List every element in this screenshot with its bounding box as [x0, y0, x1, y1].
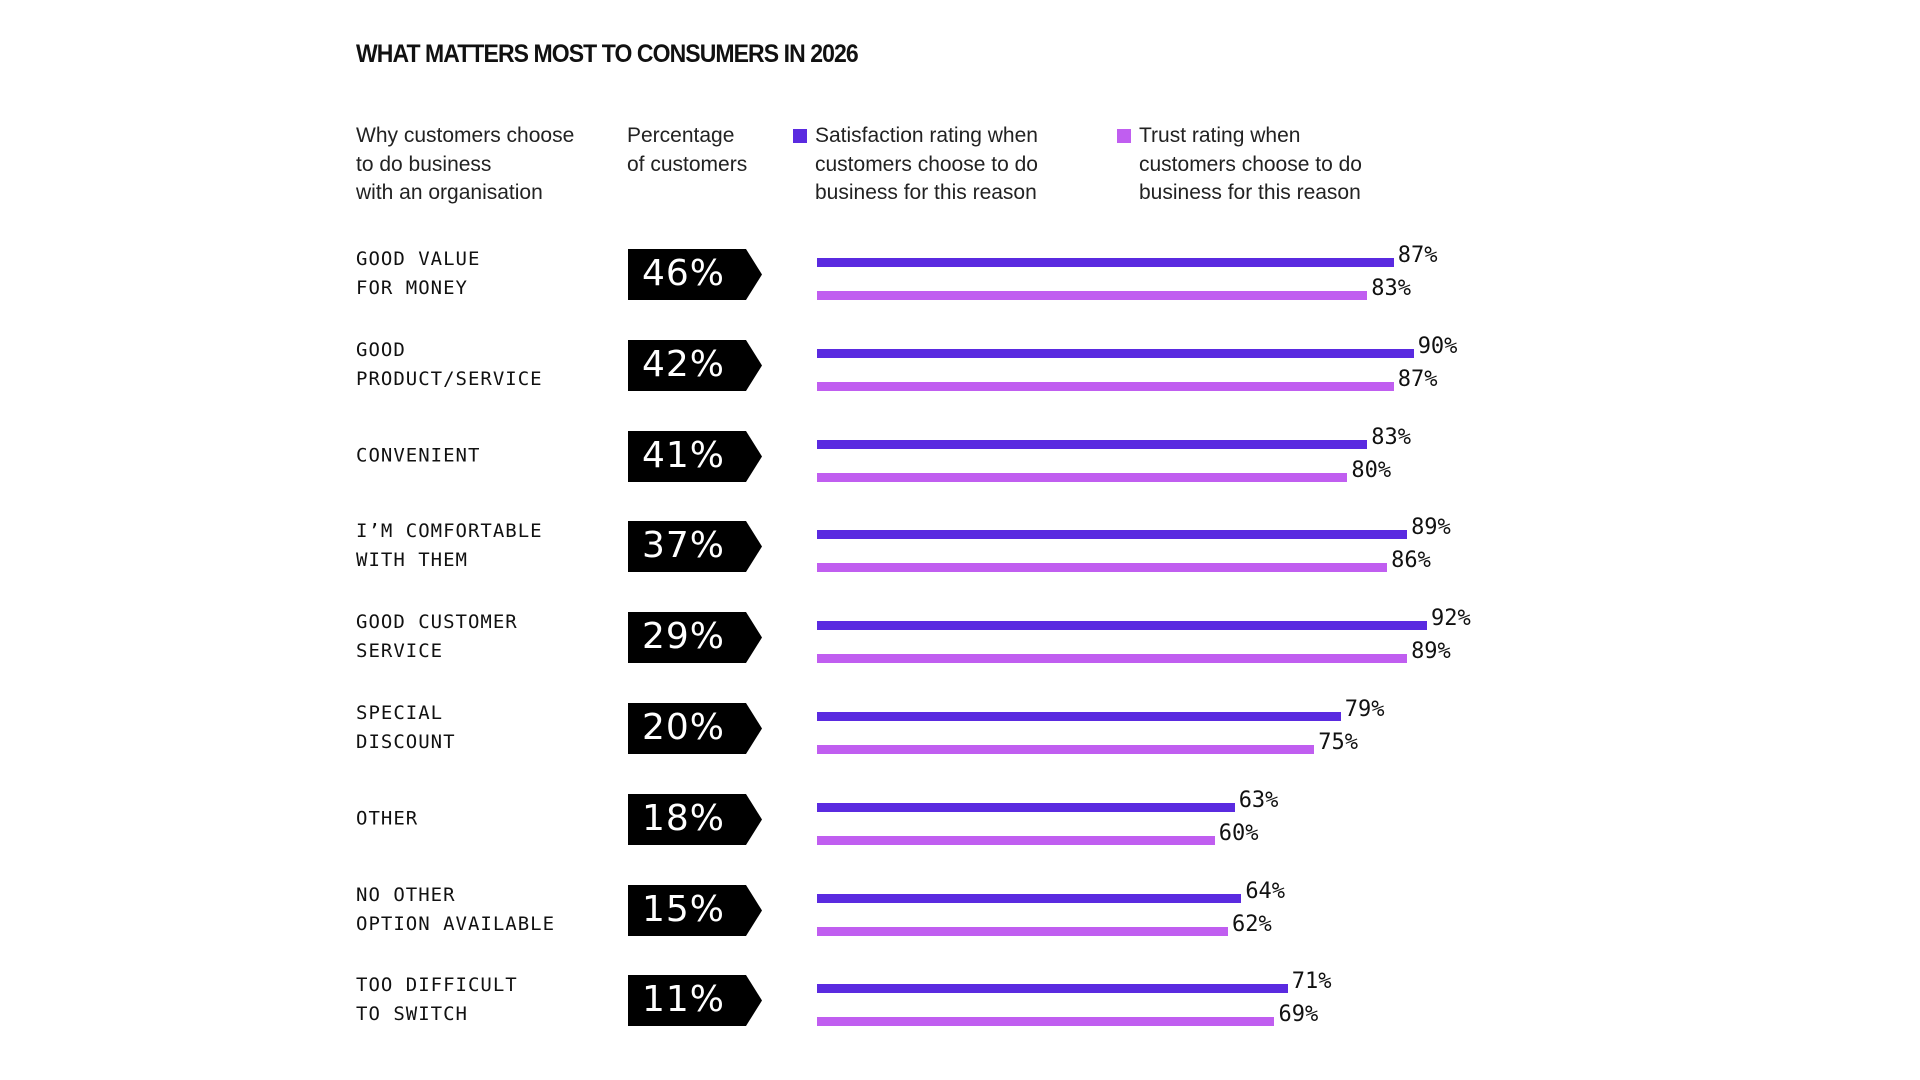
percentage-value: 46% — [642, 253, 726, 294]
satisfaction-value-label: 92% — [1430, 606, 1471, 632]
percentage-badge: 11% — [628, 975, 762, 1027]
chart-row: SPECIAL DISCOUNT 20% 79% 75% — [0, 683, 1920, 773]
trust-bar — [817, 745, 1315, 754]
satisfaction-bar — [817, 348, 1414, 358]
chart-row: TOO DIFFICULT TO SWITCH 11% 71% 69% — [0, 955, 1920, 1045]
badge-arrow-shape — [628, 430, 762, 482]
chart-title: WHAT MATTERS MOST TO CONSUMERS IN 2026 — [356, 40, 859, 68]
trust-value-label: 75% — [1318, 730, 1358, 755]
reason-column-header: Why customers choose to do business with… — [356, 124, 575, 204]
reason-label: I’M COMFORTABLE WITH THEM — [356, 520, 543, 572]
satisfaction-legend-swatch — [793, 129, 807, 143]
satisfaction-bar — [817, 258, 1394, 267]
percentage-badge: 29% — [628, 612, 762, 664]
percentage-value: 20% — [642, 707, 726, 748]
trust-value-label: 86% — [1391, 548, 1431, 574]
trust-value-label: 83% — [1371, 276, 1412, 301]
trust-value-label: 60% — [1218, 820, 1259, 846]
reason-label: NO OTHER OPTION AVAILABLE — [356, 883, 556, 935]
chart-row: NO OTHER OPTION AVAILABLE 15% 64% 62% — [0, 865, 1920, 955]
reason-label: OTHER — [356, 807, 419, 830]
satisfaction-bar — [817, 893, 1242, 903]
trust-value-label: 89% — [1411, 639, 1451, 665]
badge-arrow-shape — [628, 521, 762, 573]
chart-row: I’M COMFORTABLE WITH THEM 37% 89% 86% — [0, 501, 1920, 591]
satisfaction-bar — [817, 530, 1408, 540]
reason-label: CONVENIENT — [356, 444, 481, 467]
percentage-badge: 42% — [628, 339, 762, 391]
chart-row: GOOD PRODUCT/SERVICE 42% 90% 87% — [0, 320, 1920, 410]
percentage-badge: 41% — [628, 430, 762, 482]
satisfaction-legend-label: Satisfaction rating when customers choos… — [815, 124, 1038, 204]
satisfaction-bar — [817, 984, 1288, 994]
satisfaction-value-label: 63% — [1238, 787, 1279, 813]
badge-arrow-shape — [628, 339, 762, 391]
badge-arrow-shape — [628, 793, 762, 845]
trust-bar — [817, 926, 1229, 936]
percentage-column-header: Percentage of customers — [627, 124, 748, 176]
reason-label: SPECIAL DISCOUNT — [356, 702, 456, 753]
satisfaction-bar — [817, 439, 1368, 449]
trust-value-label: 80% — [1351, 457, 1392, 483]
badge-arrow-shape — [628, 884, 762, 936]
trust-value-label: 69% — [1278, 1002, 1319, 1028]
satisfaction-value-label: 89% — [1411, 515, 1451, 541]
satisfaction-value-label: 83% — [1371, 424, 1412, 450]
trust-value-label: 87% — [1397, 366, 1438, 392]
satisfaction-value-label: 79% — [1344, 697, 1385, 722]
percentage-value: 18% — [642, 797, 726, 839]
badge-arrow-shape — [628, 612, 762, 664]
reason-label: GOOD VALUE FOR MONEY — [356, 248, 481, 299]
badge-arrow-shape — [628, 249, 762, 300]
trust-value-label: 62% — [1232, 911, 1272, 937]
satisfaction-bar — [817, 802, 1235, 812]
trust-bar — [817, 1017, 1275, 1027]
percentage-value: 37% — [642, 525, 726, 567]
satisfaction-value-label: 87% — [1397, 243, 1438, 268]
trust-bar — [817, 654, 1408, 664]
reason-label: TOO DIFFICULT TO SWITCH — [356, 974, 518, 1026]
trust-legend-label: Trust rating when customers choose to do… — [1139, 124, 1362, 204]
reason-label: GOOD PRODUCT/SERVICE — [356, 338, 543, 390]
badge-arrow-shape — [628, 703, 762, 754]
trust-bar — [817, 835, 1215, 845]
percentage-value: 42% — [642, 343, 726, 385]
percentage-value: 41% — [642, 434, 726, 476]
percentage-badge: 18% — [628, 793, 762, 845]
trust-bar — [817, 472, 1348, 482]
chart-row: GOOD VALUE FOR MONEY 46% 87% 83% — [0, 229, 1920, 319]
satisfaction-value-label: 64% — [1245, 878, 1286, 904]
percentage-badge: 37% — [628, 521, 762, 573]
percentage-badge: 20% — [628, 703, 762, 754]
percentage-badge: 46% — [628, 249, 762, 300]
trust-bar — [817, 563, 1388, 573]
satisfaction-bar — [817, 621, 1427, 631]
chart-row: GOOD CUSTOMER SERVICE 29% 92% 89% — [0, 592, 1920, 682]
percentage-value: 15% — [642, 888, 726, 930]
trust-bar — [817, 291, 1368, 300]
satisfaction-value-label: 90% — [1417, 333, 1458, 359]
percentage-badge: 15% — [628, 884, 762, 936]
chart-row: CONVENIENT 41% 83% 80% — [0, 411, 1920, 501]
satisfaction-value-label: 71% — [1291, 969, 1332, 995]
satisfaction-bar — [817, 712, 1341, 721]
chart-row: OTHER 18% 63% 60% — [0, 774, 1920, 864]
reason-label: GOOD CUSTOMER SERVICE — [356, 611, 518, 663]
badge-arrow-shape — [628, 975, 762, 1027]
trust-bar — [817, 381, 1394, 391]
percentage-value: 29% — [642, 616, 726, 658]
percentage-value: 11% — [642, 979, 726, 1021]
trust-legend-swatch — [1117, 129, 1131, 143]
